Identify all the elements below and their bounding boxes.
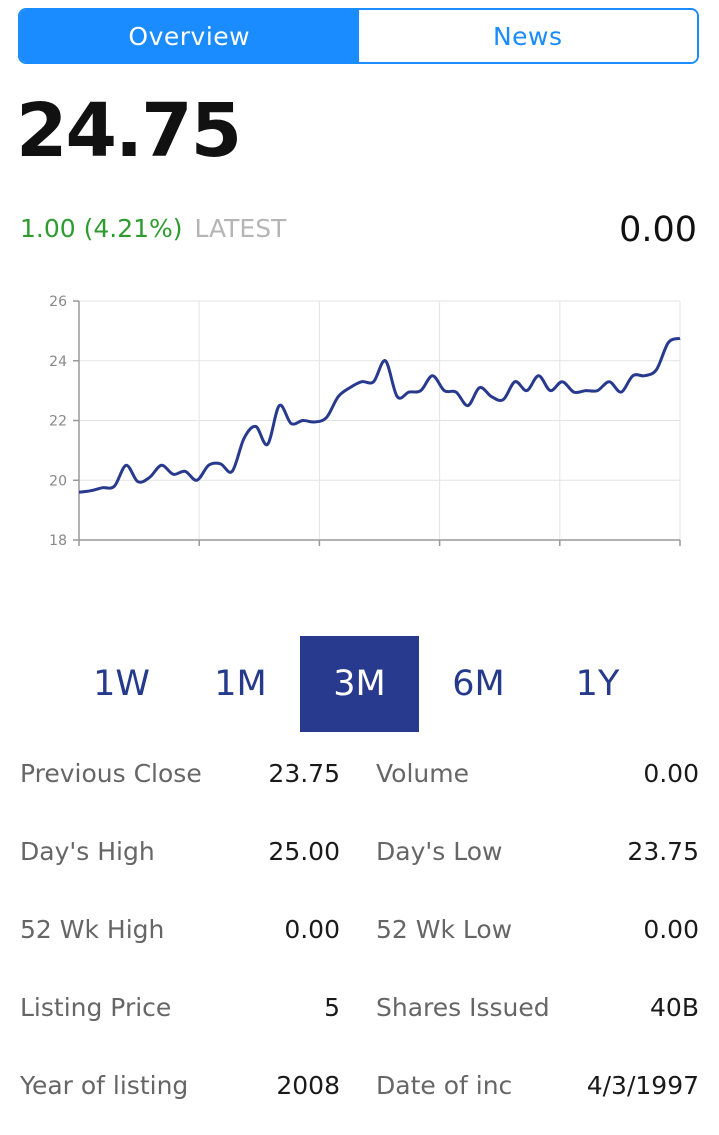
range-selector: 1W 1M 3M 6M 1Y [62, 636, 657, 732]
current-price: 24.75 [16, 88, 242, 174]
range-3m[interactable]: 3M [300, 636, 419, 732]
y-tick-label: 22 [49, 414, 67, 430]
previous-close-value: 23.75 [268, 759, 340, 788]
latest-label: LATEST [194, 214, 287, 243]
price-series-line [78, 336, 681, 494]
y-tick-label: 24 [49, 354, 67, 370]
volume-label: Volume [376, 759, 469, 788]
volume-value: 0.00 [643, 759, 699, 788]
stat-row: Year of listing 2008 Date of inc 4/3/199… [0, 1057, 719, 1135]
range-6m[interactable]: 6M [452, 664, 505, 704]
52wk-low-label: 52 Wk Low [376, 915, 513, 944]
tab-overview[interactable]: Overview [20, 10, 359, 62]
listing-price-value: 5 [324, 993, 340, 1022]
stats-grid: Previous Close 23.75 Volume 0.00 Day's H… [0, 745, 719, 1135]
y-tick-label: 26 [49, 294, 67, 310]
year-of-listing-label: Year of listing [20, 1071, 189, 1100]
secondary-value: 0.00 [619, 210, 697, 250]
y-tick-label: 18 [49, 533, 67, 549]
previous-close-label: Previous Close [20, 759, 202, 788]
listing-price-label: Listing Price [20, 993, 172, 1022]
tab-news[interactable]: News [358, 10, 697, 62]
stat-row: 52 Wk High 0.00 52 Wk Low 0.00 [0, 901, 719, 979]
days-high-value: 25.00 [268, 837, 340, 866]
52wk-low-value: 0.00 [643, 915, 699, 944]
days-low-label: Day's Low [376, 837, 503, 866]
days-high-label: Day's High [20, 837, 155, 866]
price-chart-svg: 18 20 22 24 26 [49, 294, 681, 549]
range-1y[interactable]: 1Y [575, 664, 620, 704]
stat-row: Listing Price 5 Shares Issued 40B [0, 979, 719, 1057]
stat-row: Previous Close 23.75 Volume 0.00 [0, 745, 719, 823]
year-of-listing-value: 2008 [276, 1071, 340, 1100]
range-1m[interactable]: 1M [214, 664, 267, 704]
days-low-value: 23.75 [627, 837, 699, 866]
52wk-high-label: 52 Wk High [20, 915, 165, 944]
y-tick-label: 20 [49, 473, 67, 489]
52wk-high-value: 0.00 [284, 915, 340, 944]
date-of-inc-value: 4/3/1997 [586, 1071, 699, 1100]
price-change-row: 1.00 (4.21%) LATEST [20, 214, 286, 243]
date-of-inc-label: Date of inc [376, 1071, 513, 1100]
range-1w[interactable]: 1W [93, 664, 150, 704]
shares-issued-label: Shares Issued [376, 993, 550, 1022]
view-segmented-control: Overview News [18, 8, 699, 64]
stat-row: Day's High 25.00 Day's Low 23.75 [0, 823, 719, 901]
shares-issued-value: 40B [650, 993, 699, 1022]
price-change: 1.00 (4.21%) [20, 214, 183, 243]
price-chart: 18 20 22 24 26 [0, 285, 719, 569]
